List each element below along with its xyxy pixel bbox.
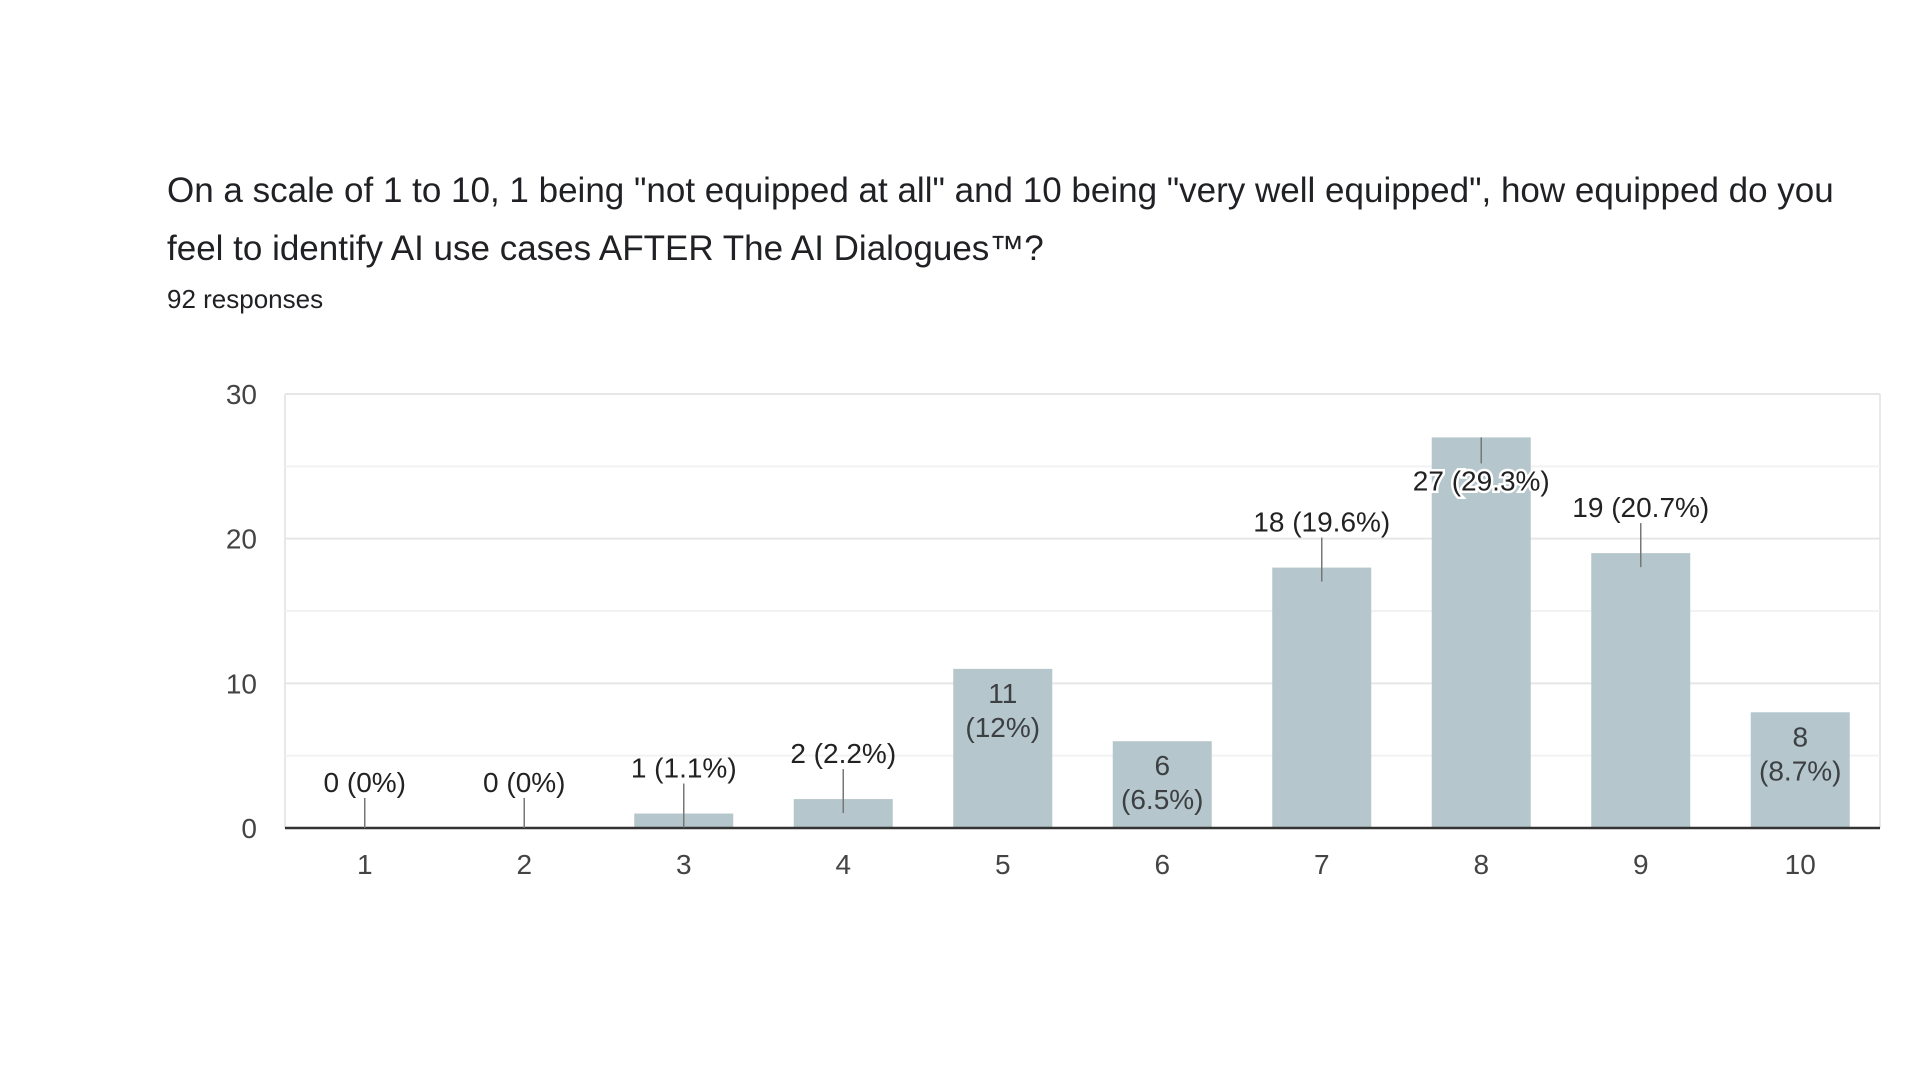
x-tick-label: 7 <box>1314 849 1330 880</box>
bars <box>634 437 1850 828</box>
x-tick-label: 9 <box>1633 849 1649 880</box>
x-tick-label: 1 <box>357 849 373 880</box>
x-tick-label: 4 <box>835 849 851 880</box>
data-label: 0 (0%) <box>483 767 565 798</box>
bar <box>1591 553 1691 828</box>
response-count: 92 responses <box>167 284 324 314</box>
y-tick-label: 20 <box>226 524 257 555</box>
bar <box>1431 437 1531 828</box>
bar <box>1112 741 1212 828</box>
x-tick-label: 2 <box>516 849 532 880</box>
data-label: 19 (20.7%) <box>1572 492 1709 523</box>
question-title: On a scale of 1 to 10, 1 being "not equi… <box>167 171 1834 268</box>
data-label: 2 (2.2%) <box>790 738 896 769</box>
data-label: 0 (0%) <box>324 767 406 798</box>
x-tick-label: 6 <box>1154 849 1170 880</box>
data-label: 8 (8.7%) <box>1759 721 1841 786</box>
y-tick-label: 10 <box>226 668 257 699</box>
data-label: 18 (19.6%) <box>1253 507 1390 538</box>
x-tick-label: 5 <box>995 849 1011 880</box>
y-tick-label: 0 <box>241 813 257 844</box>
x-tick-label: 10 <box>1785 849 1816 880</box>
bar <box>953 668 1053 828</box>
data-label: 27 (29.3%) <box>1413 465 1550 496</box>
y-tick-label: 30 <box>226 379 257 410</box>
bar <box>1272 567 1372 828</box>
y-axis-ticks: 0 10 20 30 <box>226 379 257 844</box>
bar <box>1750 712 1850 828</box>
x-tick-label: 3 <box>676 849 692 880</box>
data-label: 6 (6.5%) <box>1121 750 1203 815</box>
x-tick-label: 8 <box>1473 849 1489 880</box>
data-labels: 0 (0%) 0 (0%) 1 (1.1%) 2 (2.2%) 11 (12%) 6 (6.5… <box>324 437 1841 828</box>
data-label: 1 (1.1%) <box>631 753 737 784</box>
x-axis-ticks: 1 2 3 4 5 6 7 8 9 10 <box>285 826 1880 880</box>
data-label: 11 (12%) <box>965 678 1040 743</box>
